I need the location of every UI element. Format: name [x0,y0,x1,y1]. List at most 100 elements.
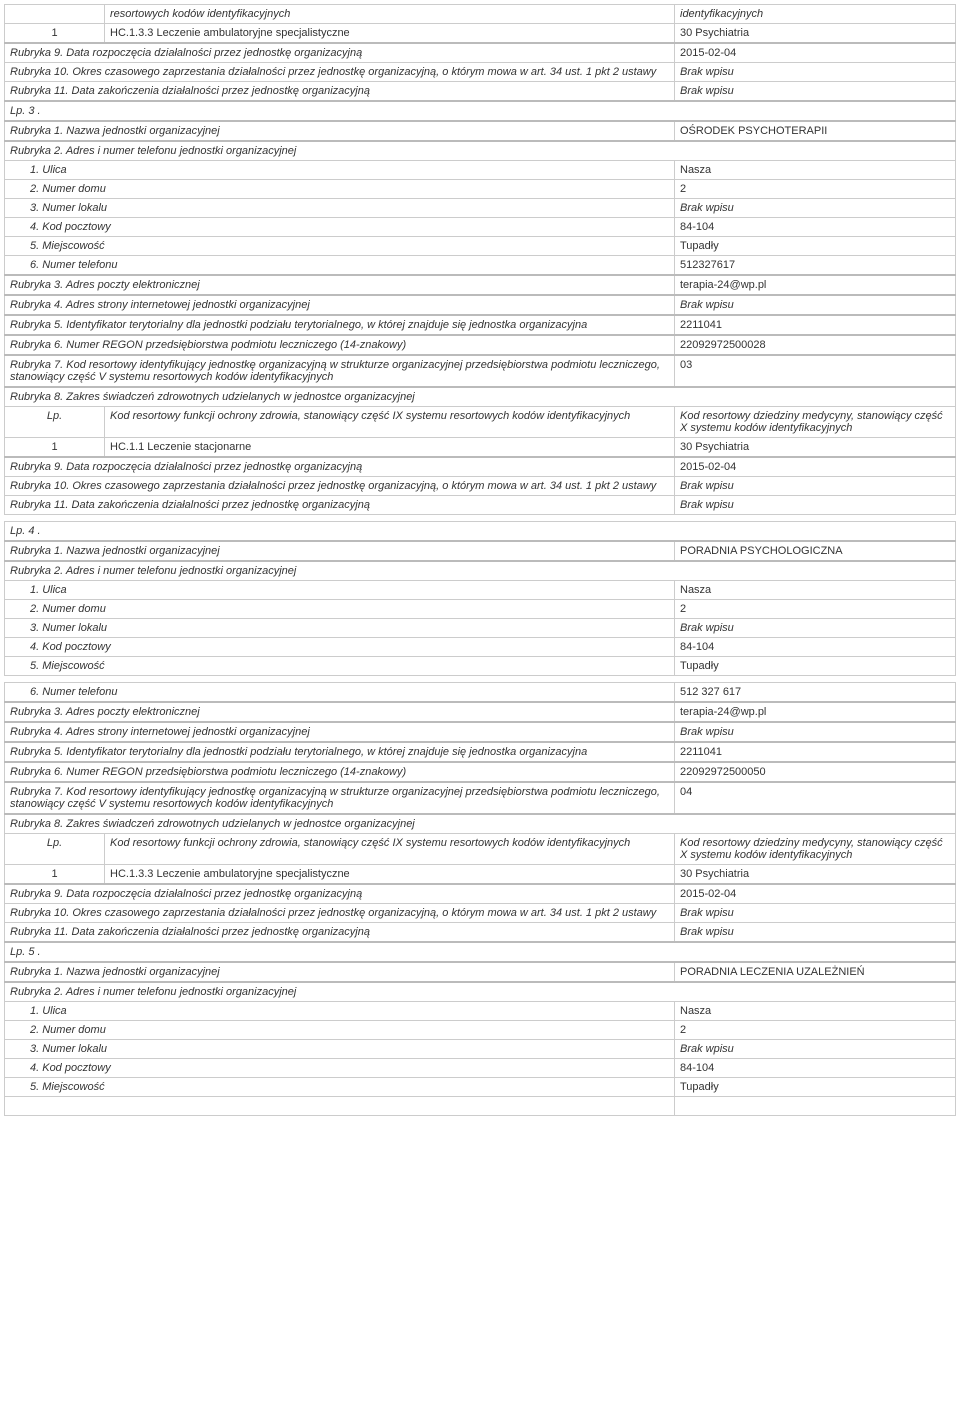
lp4-a6v: 512 327 617 [675,683,956,703]
row-dziedzina: 30 Psychiatria [675,24,956,44]
lp3-r7v: 03 [675,355,956,387]
lp4-a3l: 3. Numer lokalu [5,619,675,638]
lp5-a4v: 84-104 [675,1059,956,1078]
cell-empty [5,1097,675,1116]
lp4-r4v: Brak wpisu [675,722,956,742]
lp3-r4l: Rubryka 4. Adres strony internetowej jed… [5,295,675,315]
lp5-a2l: 2. Numer domu [5,1021,675,1040]
lp4-r6l: Rubryka 6. Numer REGON przedsiębiorstwa … [5,762,675,782]
lp3-r11l: Rubryka 11. Data zakończenia działalnośc… [5,496,675,515]
lp3-r4v: Brak wpisu [675,295,956,315]
lp5-r1l: Rubryka 1. Nazwa jednostki organizacyjne… [5,962,675,982]
lp4-r11v: Brak wpisu [675,923,956,943]
lp4-td3: 30 Psychiatria [675,865,956,885]
lp4-r5l: Rubryka 5. Identyfikator terytorialny dl… [5,742,675,762]
lp4-a4v: 84-104 [675,638,956,657]
lp3-r10v: Brak wpisu [675,477,956,496]
lp3-a6v: 512327617 [675,256,956,276]
lp4-a5v: Tupadły [675,657,956,676]
lp5-r1v: PORADNIA LECZENIA UZALEŻNIEŃ [675,962,956,982]
lp3-a2l: 2. Numer domu [5,180,675,199]
lp5-a1v: Nasza [675,1002,956,1021]
lp5-r2l: Rubryka 2. Adres i numer telefonu jednos… [5,982,956,1002]
lp3-td3: 30 Psychiatria [675,438,956,458]
lp4-td1: 1 [5,865,105,885]
lp3-a4l: 4. Kod pocztowy [5,218,675,237]
lp4-r3l: Rubryka 3. Adres poczty elektronicznej [5,702,675,722]
lp4-a2l: 2. Numer domu [5,600,675,619]
lp3-r9l: Rubryka 9. Data rozpoczęcia działalności… [5,457,675,477]
rubryka9-value: 2015-02-04 [675,43,956,63]
lp4-td2: HC.1.3.3 Leczenie ambulatoryjne specjali… [105,865,675,885]
lp3-r6l: Rubryka 6. Numer REGON przedsiębiorstwa … [5,335,675,355]
rubryka9-label: Rubryka 9. Data rozpoczęcia działalności… [5,43,675,63]
row-lp: 1 [5,24,105,44]
lp3-r1-value: OŚRODEK PSYCHOTERAPII [675,121,956,141]
lp5-a3v: Brak wpisu [675,1040,956,1059]
lp3-r3v: terapia-24@wp.pl [675,275,956,295]
lp3-r11v: Brak wpisu [675,496,956,515]
lp4-r7l: Rubryka 7. Kod resortowy identyfikujący … [5,782,675,814]
header-kod-funkcji: resortowych kodów identyfikacyjnych [105,5,675,24]
row-funkcja: HC.1.3.3 Leczenie ambulatoryjne specjali… [105,24,675,44]
lp4-r1l: Rubryka 1. Nazwa jednostki organizacyjne… [5,541,675,561]
cell [5,5,105,24]
lp4-header: Lp. 4 . [5,522,956,542]
header-kod-dziedziny: identyfikacyjnych [675,5,956,24]
cell-empty [675,1097,956,1116]
lp4-a3v: Brak wpisu [675,619,956,638]
lp3-a1l: 1. Ulica [5,161,675,180]
lp3-r6v: 22092972500028 [675,335,956,355]
lp3-a3l: 3. Numer lokalu [5,199,675,218]
lp3-r7l: Rubryka 7. Kod resortowy identyfikujący … [5,355,675,387]
lp4-a1v: Nasza [675,581,956,600]
lp5-a4l: 4. Kod pocztowy [5,1059,675,1078]
registry-table: resortowych kodów identyfikacyjnych iden… [4,4,956,1116]
lp4-a2v: 2 [675,600,956,619]
lp5-a2v: 2 [675,1021,956,1040]
lp3-r3l: Rubryka 3. Adres poczty elektronicznej [5,275,675,295]
rubryka10-label: Rubryka 10. Okres czasowego zaprzestania… [5,63,675,82]
lp4-r10l: Rubryka 10. Okres czasowego zaprzestania… [5,904,675,923]
lp3-r9v: 2015-02-04 [675,457,956,477]
lp4-r1v: PORADNIA PSYCHOLOGICZNA [675,541,956,561]
lp4-r8l: Rubryka 8. Zakres świadczeń zdrowotnych … [5,814,956,834]
lp4-r9v: 2015-02-04 [675,884,956,904]
lp4-th1: Lp. [5,834,105,865]
lp3-r10l: Rubryka 10. Okres czasowego zaprzestania… [5,477,675,496]
lp4-a1l: 1. Ulica [5,581,675,600]
lp3-a6l: 6. Numer telefonu [5,256,675,276]
lp4-th2: Kod resortowy funkcji ochrony zdrowia, s… [105,834,675,865]
rubryka11-label: Rubryka 11. Data zakończenia działalnośc… [5,82,675,102]
lp4-th3: Kod resortowy dziedziny medycyny, stanow… [675,834,956,865]
lp3-td2: HC.1.1 Leczenie stacjonarne [105,438,675,458]
lp3-header: Lp. 3 . [5,101,956,121]
lp4-a6l: 6. Numer telefonu [5,683,675,703]
lp4-r3v: terapia-24@wp.pl [675,702,956,722]
lp3-r8l: Rubryka 8. Zakres świadczeń zdrowotnych … [5,387,956,407]
lp5-a3l: 3. Numer lokalu [5,1040,675,1059]
lp5-header: Lp. 5 . [5,942,956,962]
lp3-a5v: Tupadły [675,237,956,256]
lp3-th1: Lp. [5,407,105,438]
lp5-a5v: Tupadły [675,1078,956,1097]
lp4-r4l: Rubryka 4. Adres strony internetowej jed… [5,722,675,742]
lp4-a4l: 4. Kod pocztowy [5,638,675,657]
lp4-r11l: Rubryka 11. Data zakończenia działalnośc… [5,923,675,943]
lp3-th2: Kod resortowy funkcji ochrony zdrowia, s… [105,407,675,438]
lp4-r7v: 04 [675,782,956,814]
lp5-a5l: 5. Miejscowość [5,1078,675,1097]
lp3-a2v: 2 [675,180,956,199]
lp3-a3v: Brak wpisu [675,199,956,218]
lp4-r2l: Rubryka 2. Adres i numer telefonu jednos… [5,561,956,581]
lp3-r1-label: Rubryka 1. Nazwa jednostki organizacyjne… [5,121,675,141]
lp4-r10v: Brak wpisu [675,904,956,923]
lp3-th3: Kod resortowy dziedziny medycyny, stanow… [675,407,956,438]
lp4-r6v: 22092972500050 [675,762,956,782]
lp4-r9l: Rubryka 9. Data rozpoczęcia działalności… [5,884,675,904]
lp4-r5v: 2211041 [675,742,956,762]
lp5-a1l: 1. Ulica [5,1002,675,1021]
lp3-a1v: Nasza [675,161,956,180]
rubryka11-value: Brak wpisu [675,82,956,102]
lp3-a4v: 84-104 [675,218,956,237]
